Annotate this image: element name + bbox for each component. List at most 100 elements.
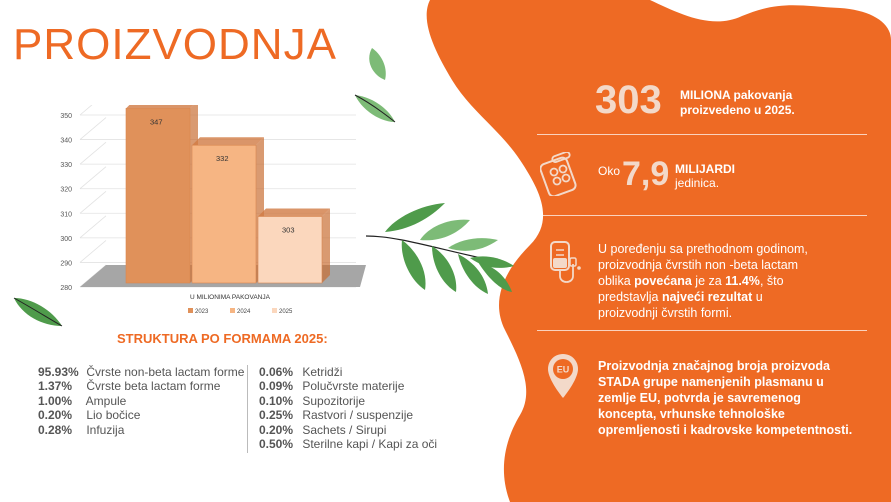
form-label: Supozitorije [302, 393, 366, 408]
packages-text-line: MILIONA pakovanja [680, 88, 793, 102]
eu-text-line: Proizvodnja značajnog broja proizvoda [598, 359, 830, 373]
gridline [79, 117, 107, 140]
units-text-line: MILIJARDI [675, 162, 735, 176]
legend-label: 2023 [195, 309, 209, 315]
list-item: 0.50% Sterilne kapi / Kapi za oči [259, 437, 437, 451]
bar-top [258, 208, 330, 217]
data-label: 347 [150, 117, 163, 126]
form-label: Sachets / Sirupi [302, 422, 387, 437]
text-span: u [752, 290, 763, 304]
comparison-line: proizvodnji čvrstih formi. [598, 306, 733, 320]
list-item: 1.37% Čvrste beta lactam forme [38, 379, 244, 393]
list-item: 0.28% Infuzija [38, 423, 244, 437]
bar-top [126, 105, 194, 109]
percentage: 0.28% [38, 422, 73, 437]
eu-text-line: zemlje EU, potvrda je savremenog [598, 391, 801, 405]
form-label: Čvrste non-beta lactam forme [86, 365, 245, 379]
percentage: 0.09% [259, 379, 294, 394]
percentage: 0.25% [259, 408, 294, 423]
legend-swatch [188, 308, 193, 313]
list-divider [247, 365, 248, 453]
divider [537, 215, 867, 216]
list-item: 0.20% Lio bočice [38, 408, 244, 422]
bar-top [192, 137, 264, 146]
percentage: 0.10% [259, 393, 294, 408]
form-label: Čvrste beta lactam forme [86, 379, 221, 394]
packages-text-line: proizvedeno u 2025. [680, 103, 795, 117]
iv-bag-icon [550, 241, 581, 283]
gridline [79, 215, 107, 239]
y-tick-label: 300 [60, 236, 72, 243]
y-tick-label: 340 [60, 138, 72, 145]
legend-swatch [272, 308, 277, 313]
y-tick-label: 320 [60, 187, 72, 194]
packages-number: 303 [595, 78, 662, 122]
y-tick-label: 350 [60, 113, 72, 120]
percentage: 0.20% [259, 422, 294, 437]
leaf-icon [369, 48, 386, 80]
list-item: 0.10% Supozitorije [259, 394, 437, 408]
percentage: 0.50% [259, 436, 294, 451]
units-prefix: Oko [598, 164, 621, 178]
percentage: 1.00% [38, 393, 73, 408]
eu-badge-text: EU [557, 365, 570, 375]
y-tick-label: 310 [60, 211, 72, 218]
gridline [79, 166, 107, 190]
text-span: je za [691, 274, 726, 288]
y-tick-label: 330 [60, 162, 72, 169]
data-label: 303 [282, 225, 295, 234]
eu-text: Proizvodnja značajnog broja proizvoda ST… [598, 358, 852, 438]
text-bold: najveći rezultat [661, 290, 753, 304]
form-label: Ketridži [302, 365, 343, 379]
divider [537, 134, 867, 135]
legend-label: 2024 [237, 309, 251, 315]
form-label: Polučvrste materije [302, 379, 405, 394]
percentage: 0.06% [259, 365, 294, 379]
legend-label: 2025 [279, 309, 293, 315]
percentage: 0.20% [38, 408, 73, 423]
text-span: oblika [598, 274, 635, 288]
text-bold: 11.4% [725, 274, 760, 288]
leaf-icon [13, 297, 63, 327]
packages-text: MILIONA pakovanja proizvedeno u 2025. [680, 88, 795, 118]
percentage: 95.93% [38, 365, 79, 379]
list-item: 0.20% Sachets / Sirupi [259, 423, 437, 437]
text-span: , što [759, 274, 784, 288]
comparison-line: predstavlja najveći rezultat u [598, 289, 868, 305]
percentage: 1.37% [38, 379, 73, 394]
comparison-line: U poređenju sa prethodnom godinom, [598, 242, 808, 256]
gridline [79, 190, 107, 214]
legend-swatch [230, 308, 235, 313]
comparison-line: oblika povećana je za 11.4%, što [598, 273, 868, 289]
structure-list-right: 0.06% Ketridži 0.09% Polučvrste materije… [259, 365, 437, 451]
eu-text-line: opremljenosti i kadrovske kompetentnosti… [598, 423, 853, 437]
form-label: Rastvori / suspenzije [302, 408, 414, 423]
location-pin-icon: EU [548, 354, 578, 398]
production-bar-chart: 280 290 300 310 320 330 340 350 347 332 303 U MILIO… [60, 105, 366, 315]
gridline [79, 105, 93, 116]
comparison-text: U poređenju sa prethodnom godinom, proiz… [598, 241, 868, 321]
list-item: 1.00% Ampule [38, 394, 244, 408]
form-label: Ampule [85, 393, 127, 408]
branch-icon [365, 203, 514, 294]
leaf-icon [354, 94, 396, 123]
units-number: 7,9 [622, 155, 670, 193]
pills-icon [540, 152, 577, 196]
data-label: 332 [216, 154, 229, 163]
bar [257, 216, 323, 284]
bar [125, 108, 191, 284]
divider [537, 330, 867, 331]
structure-list-left: 95.93% Čvrste non-beta lactam forme 1.37… [38, 365, 244, 437]
form-label: Sterilne kapi / Kapi za oči [302, 436, 438, 451]
page-title: PROIZVODNJA [13, 20, 337, 69]
eu-text-line: koncepta, vrhunske tehnološke [598, 407, 785, 421]
gridline [79, 240, 107, 263]
form-label: Lio bočice [86, 408, 141, 423]
bar-side [322, 208, 330, 283]
text-span: predstavlja [598, 290, 662, 304]
y-tick-label: 290 [60, 260, 72, 267]
x-axis-label: U MILIONIMA PAKOVANJA [190, 294, 271, 301]
units-text: MILIJARDI jedinica. [675, 162, 735, 190]
